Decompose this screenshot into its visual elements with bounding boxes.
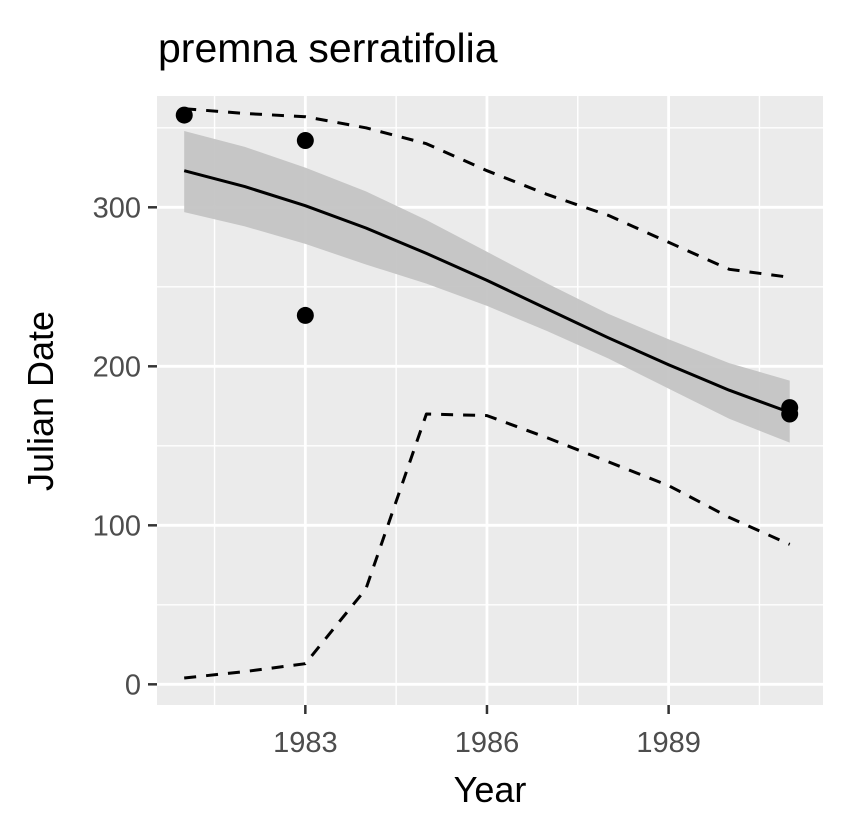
ribbon-band xyxy=(184,131,790,443)
series-lines xyxy=(183,107,791,680)
dashed-line-2 xyxy=(184,412,791,680)
x-tick-label: 1989 xyxy=(636,727,701,759)
y-tick-label: 0 xyxy=(125,669,141,701)
y-axis: 0 100 200 300 xyxy=(93,192,157,701)
x-tick-label: 1986 xyxy=(455,727,520,759)
data-point xyxy=(175,106,193,124)
fit-line xyxy=(183,169,791,414)
dashed-line-1 xyxy=(184,107,790,279)
y-tick-label: 300 xyxy=(93,192,141,224)
confidence-band xyxy=(184,131,790,443)
x-axis: 1983 1986 1989 xyxy=(273,705,701,759)
y-axis-title: Julian Date xyxy=(20,311,61,491)
data-point xyxy=(781,405,799,423)
y-tick-label: 200 xyxy=(93,351,141,383)
data-point xyxy=(296,306,314,324)
x-tick-label: 1983 xyxy=(273,727,338,759)
data-point xyxy=(296,132,314,150)
x-axis-title: Year xyxy=(454,769,527,810)
y-tick-label: 100 xyxy=(93,510,141,542)
data-points xyxy=(175,106,799,423)
chart-title: premna serratifolia xyxy=(158,25,498,71)
